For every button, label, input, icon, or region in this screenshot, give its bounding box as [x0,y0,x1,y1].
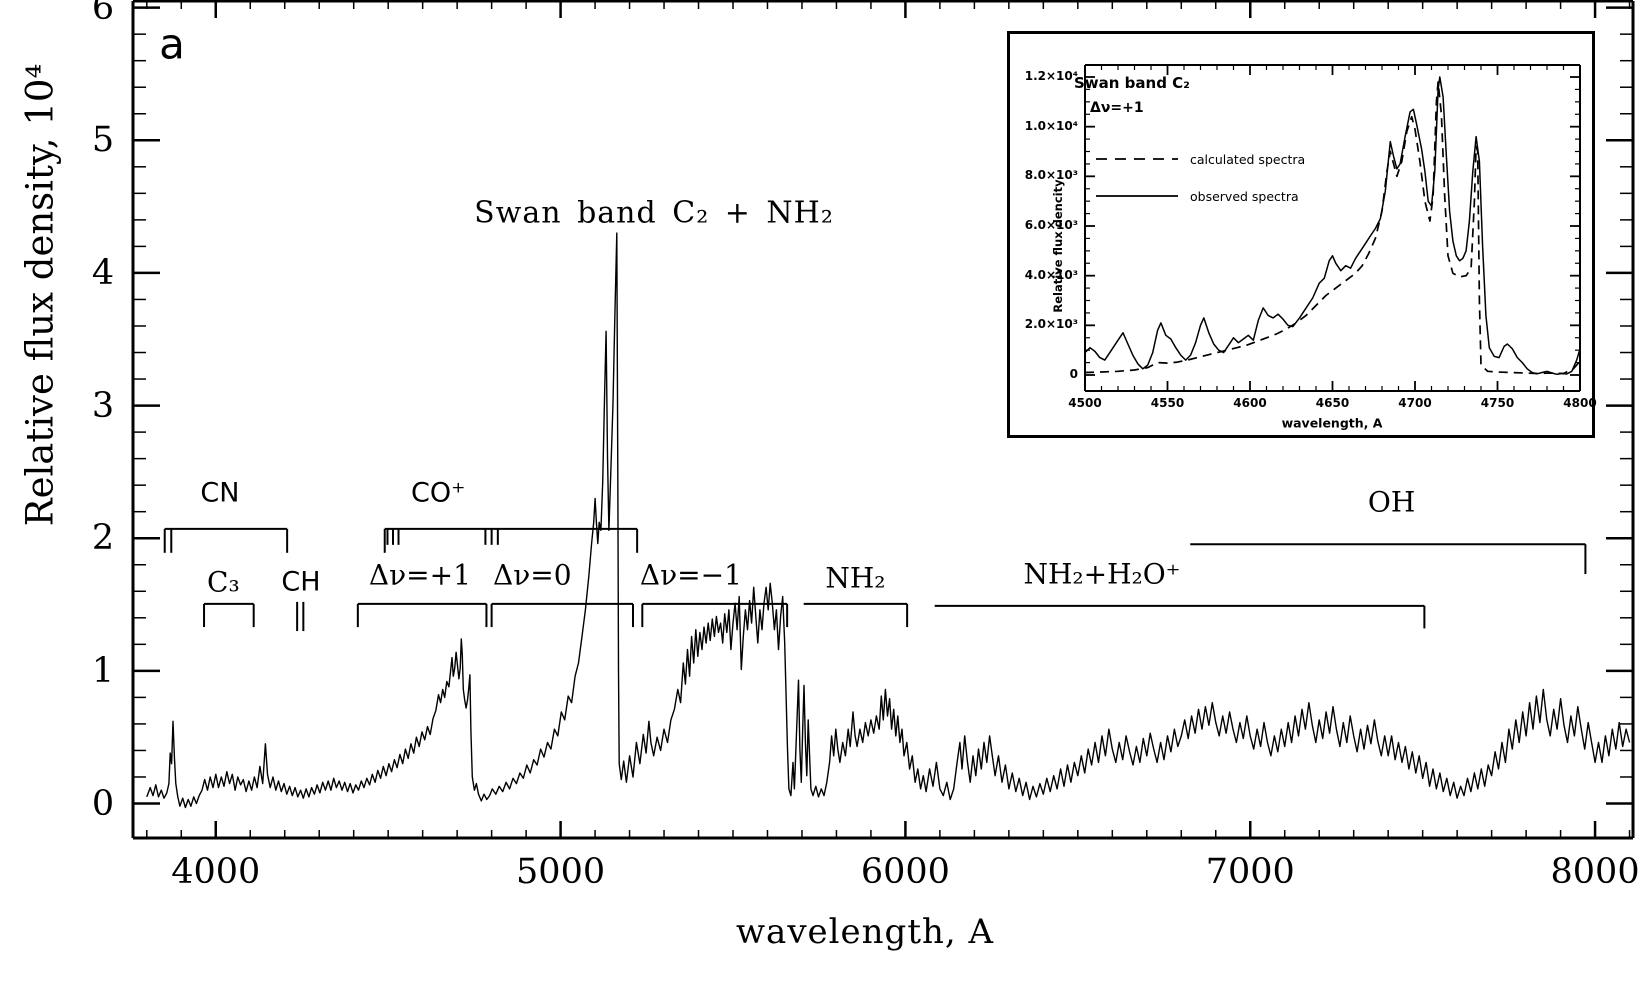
inset-calculated-curve [1084,81,1581,375]
inset-y-tick-label: 4.0×10³ [1024,267,1078,282]
inset-observed-curve [1084,76,1581,376]
inset-plot-canvas [1084,64,1581,392]
spectrum-curve [146,232,1631,809]
inset-y-tick-label: 1.0×10⁴ [1024,118,1078,133]
inset-y-tick-label: 1.2×10⁴ [1024,69,1078,83]
band-label-swan: Swan band C₂ + NH₂ [474,195,834,231]
legend-entry-calculated: calculated spectra [1190,152,1306,167]
y-axis-label: Relative flux density, 10⁴ [18,63,62,527]
inset-title: Swan band C₂ [1074,74,1190,92]
inset-x-tick-label: 4550 [1150,396,1185,410]
inset-y-tick-label: 2.0×10³ [1024,317,1078,332]
inset-x-tick-label: 4700 [1398,396,1432,410]
inset-x-axis-label: wavelength, A [1281,415,1383,431]
legend-entry-observed: observed spectra [1190,189,1299,204]
inset-y-tick-label: 6.0×10³ [1024,218,1078,232]
inset-subtitle: Δν=+1 [1090,100,1144,116]
inset-x-tick-label: 4750 [1480,396,1515,410]
panel-letter: a [159,19,185,69]
inset-y-tick-label: 0 [1069,367,1078,381]
inset-x-tick-label: 4500 [1068,396,1102,410]
inset-x-tick-label: 4600 [1233,396,1267,410]
inset-panel: Swan band C₂ Δν=+1 calculated spectra ob… [1007,31,1597,438]
inset-x-tick-label: 4650 [1315,396,1350,410]
x-axis-label: wavelength, A [735,912,995,952]
inset-y-tick-label: 8.0×10³ [1024,168,1078,183]
inset-x-tick-label: 4800 [1563,396,1597,410]
inset-y-axis-label: Relative flux dencity [1051,179,1065,313]
